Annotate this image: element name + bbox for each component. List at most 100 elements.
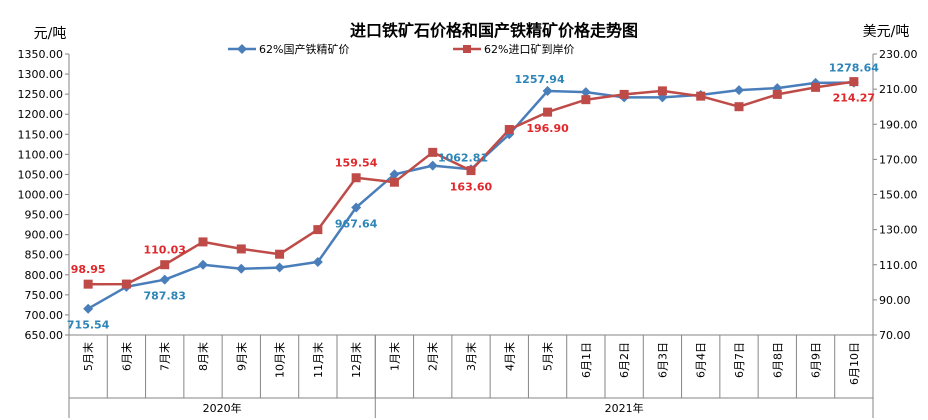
data-label: 1278.64 [829, 62, 879, 75]
left-axis-tick-label: 1050.00 [18, 168, 64, 181]
series-line-0 [87, 81, 854, 310]
left-axis-tick-label: 1200.00 [18, 108, 64, 121]
x-axis-tick-label: 6月7日 [733, 342, 746, 378]
series-1-point [657, 86, 667, 96]
series-0-point [351, 202, 362, 213]
x-axis-tick-label: 6月2日 [618, 342, 631, 378]
left-axis-tick-label: 1100.00 [18, 148, 64, 161]
series-0-point [542, 85, 553, 96]
left-axis-unit: 元/吨 [34, 26, 67, 42]
series-1-point [466, 166, 476, 176]
series-0-point [83, 303, 94, 314]
series-1-point [734, 102, 744, 112]
left-axis-tick-label: 800.00 [25, 269, 64, 282]
series-1-point [236, 244, 246, 254]
data-label: 196.90 [526, 122, 569, 135]
series-1-point [83, 279, 93, 289]
axes: 650.00 700.00 750.00 800.00 850.00 900.00 950.… [18, 48, 918, 418]
series-1-point [198, 237, 208, 247]
legend-label-import: 62%进口矿到岸价 [484, 43, 574, 56]
x-axis-tick-label: 6月10日 [848, 342, 861, 385]
data-label: 967.64 [335, 217, 378, 230]
legend: 62%国产铁精矿价 62%进口矿到岸价 [228, 42, 574, 56]
series-1-point [619, 89, 629, 99]
series-1-point [504, 125, 514, 135]
series-1-point [772, 89, 782, 99]
right-axis-unit: 美元/吨 [863, 24, 910, 40]
left-axis-tick-label: 1350.00 [18, 48, 64, 61]
series-0-point [580, 87, 591, 98]
legend-label-domestic: 62%国产铁精矿价 [259, 42, 349, 56]
x-axis-tick-label: 1月末 [387, 342, 401, 371]
x-axis-tick-label: 3月末 [464, 342, 478, 371]
left-axis-tick-label: 650.00 [25, 329, 64, 342]
legend-item-import: 62%进口矿到岸价 [453, 43, 574, 56]
data-label: 110.03 [143, 244, 185, 257]
right-axis-tick-label: 110.00 [879, 259, 918, 272]
x-axis-tick-label: 12月末 [349, 342, 363, 378]
series-1-point [121, 279, 131, 289]
x-axis-tick-label: 6月4日 [695, 342, 708, 378]
left-axis-tick-label: 950.00 [25, 209, 64, 222]
left-axis-tick-label: 750.00 [25, 289, 64, 302]
right-axis-tick-label: 90.00 [879, 294, 911, 307]
series-0-point [389, 169, 400, 180]
year-group-label: 2021年 [605, 401, 644, 415]
data-label: 163.60 [450, 181, 493, 194]
x-axis-tick-label: 6月8日 [771, 342, 784, 378]
chart-title: 进口铁矿石价格和国产铁精矿价格走势图 [350, 21, 638, 40]
series-1-point [160, 260, 170, 270]
x-axis-tick-label: 7月末 [158, 342, 172, 371]
left-axis-tick-label: 1250.00 [18, 88, 64, 101]
right-axis-tick-label: 70.00 [879, 329, 911, 342]
left-axis-tick-label: 1300.00 [18, 68, 64, 81]
x-axis-tick-label: 4月末 [502, 342, 516, 371]
right-axis-tick-label: 210.00 [879, 83, 918, 96]
series-1-point [811, 82, 821, 92]
left-axis-tick-label: 900.00 [25, 229, 64, 242]
data-label: 214.27 [833, 92, 875, 105]
series-1-point [313, 225, 323, 235]
series-lines [83, 77, 859, 314]
series-labels: 715.54 787.83 967.64 1062.81 1257.94 1278.64 9… [67, 62, 879, 332]
right-axis-tick-label: 130.00 [879, 224, 918, 237]
x-axis-tick-label: 9月末 [234, 342, 248, 371]
series-0-point [236, 263, 247, 274]
left-axis-tick-label: 1000.00 [18, 189, 64, 202]
data-label: 98.95 [71, 263, 106, 276]
series-1-point [428, 147, 438, 157]
series-0-point [159, 274, 170, 285]
year-group-label: 2020年 [203, 401, 242, 415]
data-label: 715.54 [67, 319, 110, 332]
right-axis-tick-label: 170.00 [879, 153, 918, 166]
series-1-point [351, 173, 361, 183]
series-1-point [581, 95, 591, 105]
left-axis-tick-label: 850.00 [25, 249, 64, 262]
series-1-point [849, 77, 859, 87]
series-0-point [734, 85, 744, 96]
data-label: 1062.81 [438, 151, 488, 164]
x-axis-tick-label: 5月末 [541, 342, 555, 371]
data-label: 1257.94 [515, 73, 565, 86]
series-0-point [274, 262, 285, 273]
right-axis-tick-label: 150.00 [879, 189, 918, 202]
series-0-point [198, 259, 208, 270]
x-axis-tick-label: 5月末 [81, 342, 95, 371]
series-0-point [312, 256, 323, 267]
left-axis-tick-label: 700.00 [25, 309, 64, 322]
right-axis-tick-label: 230.00 [879, 48, 918, 61]
series-1-point [275, 249, 285, 259]
left-axis-tick-label: 1150.00 [18, 128, 64, 141]
right-axis-tick-label: 190.00 [879, 118, 918, 131]
x-axis-tick-label: 2月末 [426, 342, 440, 371]
x-axis-tick-label: 6月9日 [810, 342, 823, 378]
series-1-point [389, 177, 399, 187]
x-axis-tick-label: 6月末 [119, 342, 133, 371]
x-axis-tick-label: 11月末 [311, 342, 325, 378]
x-axis-tick-label: 6月3日 [656, 342, 669, 378]
series-1-point [696, 91, 706, 101]
data-label: 787.83 [143, 290, 185, 303]
x-axis-tick-label: 10月末 [273, 342, 287, 378]
series-1-point [543, 107, 553, 117]
